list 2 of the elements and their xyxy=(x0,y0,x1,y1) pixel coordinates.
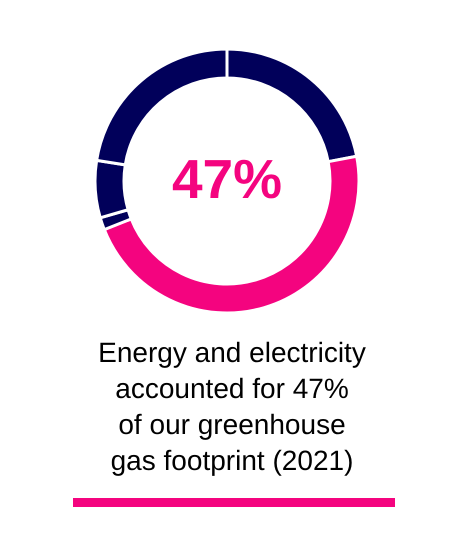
text: 47% xyxy=(172,148,282,210)
text: Energy and electricity accounted for 47% of our greenhouse gas footprint (2021) xyxy=(98,337,366,476)
